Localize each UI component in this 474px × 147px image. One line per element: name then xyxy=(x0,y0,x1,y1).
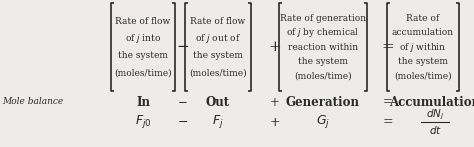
Text: =: = xyxy=(382,40,394,54)
Text: (moles/time): (moles/time) xyxy=(189,68,247,77)
Text: of $j$ into: of $j$ into xyxy=(125,32,161,45)
Text: +: + xyxy=(270,96,280,108)
Text: Rate of flow: Rate of flow xyxy=(191,17,246,26)
Text: =: = xyxy=(383,96,393,108)
Text: +: + xyxy=(270,116,280,128)
Text: $dt$: $dt$ xyxy=(428,124,441,136)
Text: the system: the system xyxy=(118,51,168,60)
Text: $F_{j0}$: $F_{j0}$ xyxy=(135,113,151,131)
Text: the system: the system xyxy=(298,57,348,66)
Text: of $j$ by chemical: of $j$ by chemical xyxy=(286,26,360,39)
Text: (moles/time): (moles/time) xyxy=(114,68,172,77)
Text: Rate of: Rate of xyxy=(406,14,439,23)
Text: of $j$ within: of $j$ within xyxy=(399,41,447,54)
Text: Mole balance: Mole balance xyxy=(2,97,63,106)
Text: Generation: Generation xyxy=(286,96,360,108)
Text: the system: the system xyxy=(193,51,243,60)
Text: Rate of flow: Rate of flow xyxy=(115,17,171,26)
Text: (moles/time): (moles/time) xyxy=(394,71,452,80)
Text: In: In xyxy=(136,96,150,108)
Text: Accumulation: Accumulation xyxy=(390,96,474,108)
Text: of $j$ out of: of $j$ out of xyxy=(195,32,241,45)
Text: =: = xyxy=(383,116,393,128)
Text: +: + xyxy=(269,40,282,54)
Text: −: − xyxy=(177,40,190,54)
Text: (moles/time): (moles/time) xyxy=(294,71,352,80)
Text: $dN_j$: $dN_j$ xyxy=(426,108,444,122)
Text: the system: the system xyxy=(398,57,448,66)
Text: −: − xyxy=(178,116,188,128)
Text: $G_j$: $G_j$ xyxy=(316,113,330,131)
Text: reaction within: reaction within xyxy=(288,42,358,51)
Text: −: − xyxy=(178,96,188,108)
Text: Out: Out xyxy=(206,96,230,108)
Text: Rate of generation: Rate of generation xyxy=(280,14,366,23)
Text: accumulation: accumulation xyxy=(392,28,454,37)
Text: $F_j$: $F_j$ xyxy=(212,113,224,131)
